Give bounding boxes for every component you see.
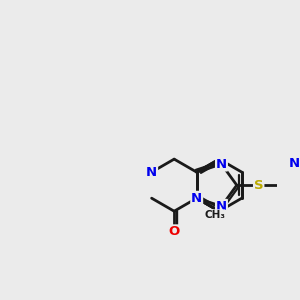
Text: O: O (169, 225, 180, 238)
Text: S: S (254, 179, 263, 192)
Text: N: N (289, 157, 300, 170)
Text: N: N (216, 200, 227, 213)
Text: N: N (191, 192, 202, 205)
Text: CH₃: CH₃ (204, 210, 225, 220)
Text: N: N (146, 166, 157, 179)
Text: N: N (216, 158, 227, 171)
